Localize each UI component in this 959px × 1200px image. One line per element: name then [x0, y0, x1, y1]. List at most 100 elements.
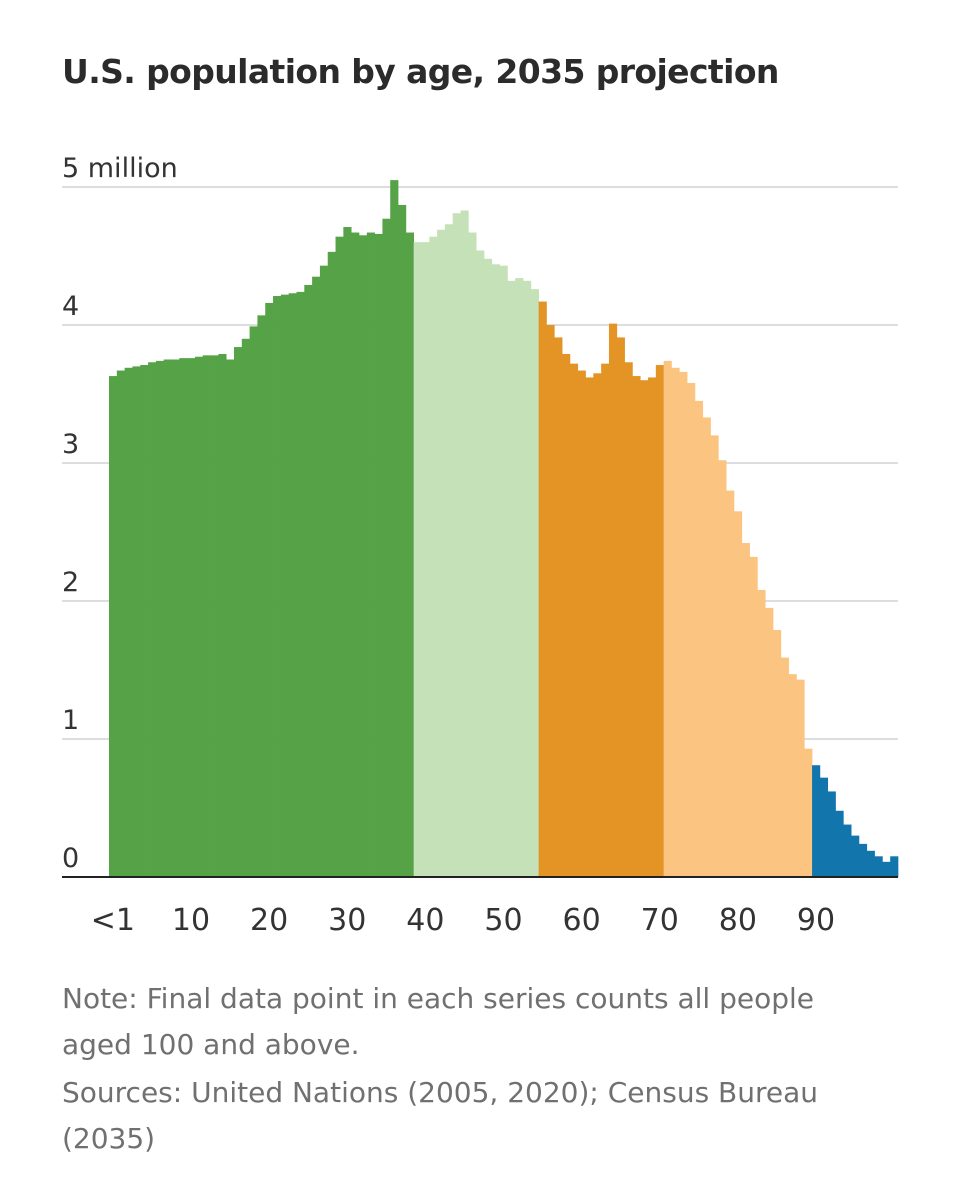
- bar-age-42: [437, 229, 446, 877]
- bar-age-51: [507, 280, 516, 878]
- y-axis-tick-labels: 0 1 2 3 4 5 million: [62, 153, 178, 874]
- bar-age-99: [882, 861, 891, 877]
- chart-note: Note: Final data point in each series co…: [62, 982, 815, 1061]
- bar-age-58: [562, 353, 571, 878]
- bar-age-29: [335, 236, 344, 877]
- bar-age-30: [343, 227, 352, 877]
- bar-age-16: [233, 347, 243, 878]
- bar-age-72: [671, 367, 680, 877]
- bar-age-90: [812, 765, 821, 877]
- bar-age-28: [327, 251, 336, 878]
- x-tick-label: 10: [172, 903, 210, 938]
- bar-age-20: [265, 302, 274, 877]
- bar-age-85: [773, 629, 782, 877]
- bar-age-65: [616, 337, 625, 877]
- bar-age-89: [804, 748, 813, 877]
- bar-age-40: [421, 242, 430, 877]
- bar-age-3: [132, 366, 141, 877]
- bar-age-92: [827, 791, 836, 877]
- bar-age-21: [273, 296, 282, 877]
- bar-age-88: [796, 679, 805, 877]
- bar-age-24: [296, 291, 305, 877]
- bar-age-14: [218, 353, 227, 878]
- bar-age-23: [288, 293, 297, 877]
- bar-age-76: [702, 417, 711, 877]
- bar-age-66: [624, 362, 633, 877]
- y-tick-label: 0: [62, 843, 79, 874]
- bar-age-64: [608, 323, 618, 877]
- bar-age-37: [398, 204, 407, 877]
- bar-age-31: [351, 232, 360, 878]
- bar-age-75: [694, 400, 704, 877]
- bar-age-49: [491, 264, 500, 877]
- bar-age-18: [249, 326, 258, 877]
- bar-age-38: [405, 232, 415, 878]
- bar-age-59: [569, 363, 579, 877]
- bar-age-79: [726, 490, 735, 877]
- bar-age-81: [741, 543, 750, 877]
- bar-age-86: [780, 657, 789, 877]
- bar-age-63: [601, 363, 610, 877]
- bar-age-91: [819, 777, 829, 877]
- y-tick-label: 5 million: [62, 153, 178, 184]
- y-tick-label: 3: [62, 429, 79, 460]
- bar-age-1: [116, 370, 125, 877]
- bar-age-32: [358, 235, 368, 878]
- bar-age-10: [187, 358, 196, 877]
- bar-age-96: [858, 843, 868, 877]
- bar-age-7: [163, 359, 172, 877]
- bar-age-84: [765, 607, 774, 877]
- bar-age-70: [655, 365, 664, 877]
- bar-age-13: [210, 355, 219, 877]
- bar-age-87: [788, 674, 797, 877]
- bar-age-95: [851, 835, 860, 877]
- bar-age-50: [499, 265, 508, 877]
- bar-age-5: [148, 362, 157, 877]
- bar-age-67: [632, 376, 641, 877]
- bar-age-100: [890, 856, 899, 877]
- bar-age-15: [226, 359, 235, 877]
- bar-age-11: [194, 356, 204, 877]
- bar-age-78: [718, 460, 727, 877]
- bar-age-80: [733, 511, 743, 877]
- x-tick-label: 30: [328, 903, 366, 938]
- bar-age-34: [374, 233, 383, 878]
- x-tick-label: 20: [250, 903, 288, 938]
- chart-title: U.S. population by age, 2035 projection: [62, 52, 779, 91]
- bar-age-54: [530, 289, 539, 877]
- bar-age-71: [663, 360, 672, 877]
- bar-age-61: [585, 377, 594, 877]
- bar-age-47: [476, 250, 485, 878]
- x-tick-label: 90: [797, 903, 835, 938]
- bar-age-41: [429, 236, 438, 877]
- y-tick-label: 1: [62, 705, 79, 736]
- bar-age-35: [382, 218, 391, 878]
- bar-age-39: [413, 242, 422, 877]
- population-bar-chart: 0 1 2 3 4 5 million <1 10 20 30 40 50 60 70 80 90: [62, 153, 899, 938]
- bar-age-25: [304, 284, 313, 878]
- x-axis-tick-labels: <1 10 20 30 40 50 60 70 80 90: [91, 903, 835, 938]
- x-tick-label: 80: [719, 903, 757, 938]
- x-tick-label: 40: [406, 903, 444, 938]
- bars: [109, 180, 899, 878]
- y-tick-label: 2: [62, 567, 79, 598]
- bar-age-56: [546, 325, 555, 877]
- bar-age-68: [640, 380, 649, 877]
- y-tick-label: 4: [62, 291, 79, 322]
- x-tick-label: 60: [563, 903, 601, 938]
- bar-age-83: [757, 589, 766, 877]
- bar-age-93: [835, 810, 844, 877]
- bar-age-53: [523, 280, 532, 878]
- bar-age-82: [749, 556, 758, 877]
- bar-age-98: [874, 856, 883, 877]
- bar-age-4: [140, 365, 149, 877]
- bar-age-74: [687, 382, 696, 877]
- x-tick-label: 70: [641, 903, 679, 938]
- bar-age-9: [179, 358, 188, 877]
- x-tick-label: 50: [484, 903, 522, 938]
- x-tick-label: <1: [91, 903, 135, 938]
- bar-age-48: [483, 258, 493, 877]
- bar-age-73: [679, 371, 688, 877]
- bar-age-6: [155, 360, 165, 877]
- bar-age-26: [312, 276, 321, 877]
